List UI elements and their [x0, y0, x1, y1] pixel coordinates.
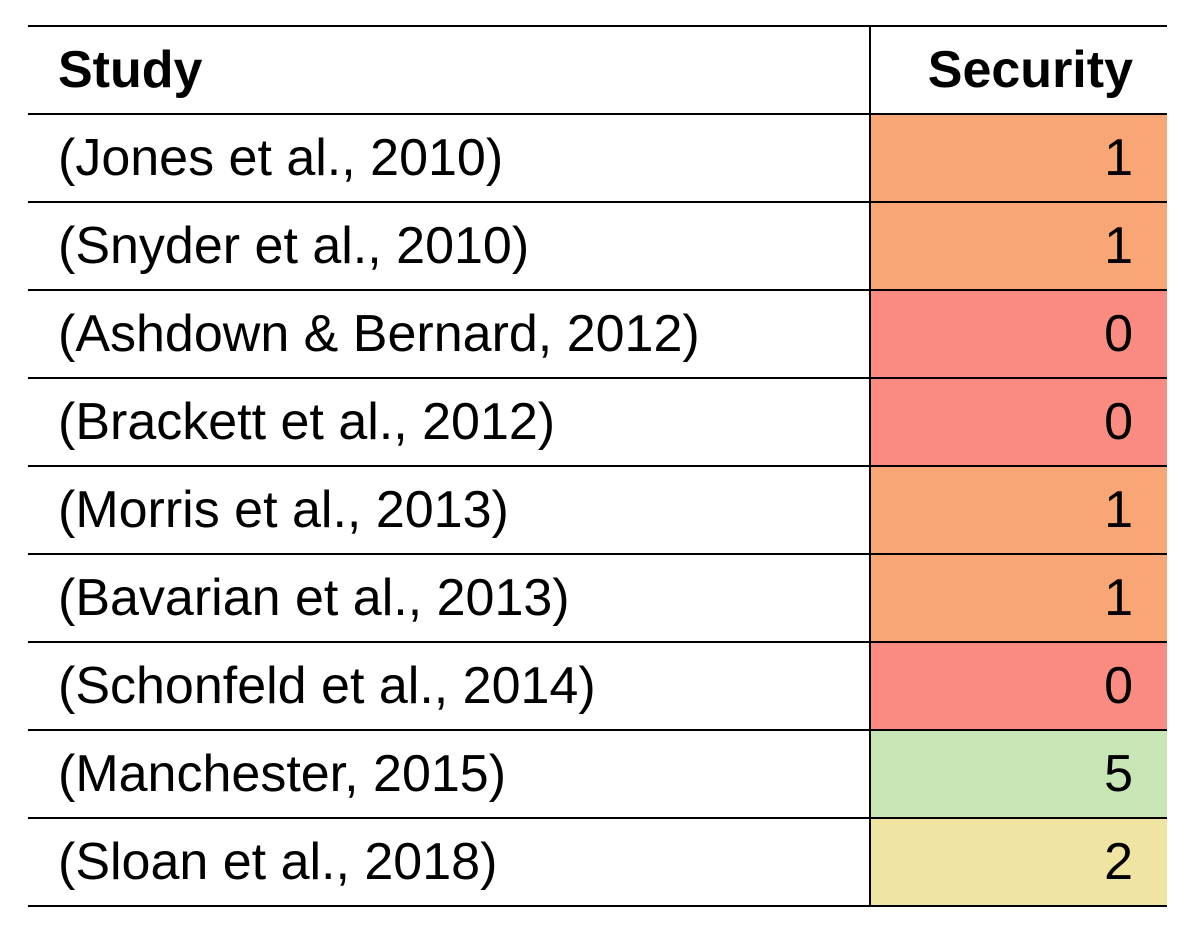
table-row: (Bavarian et al., 2013) 1: [28, 555, 1167, 643]
security-cell: 0: [871, 643, 1167, 729]
header-cell: Security: [927, 41, 1133, 99]
table-row: (Schonfeld et al., 2014) 0: [28, 643, 1167, 731]
security-cell: 0: [871, 379, 1167, 465]
table-row: (Snyder et al., 2010) 1: [28, 203, 1167, 291]
table-row: (Ashdown & Bernard, 2012) 0: [28, 291, 1167, 379]
study-cell: (Schonfeld et al., 2014): [28, 643, 871, 729]
study-cell: (Bavarian et al., 2013): [28, 555, 871, 641]
study-cell: (Sloan et al., 2018): [28, 819, 871, 905]
header-cell: Study: [28, 27, 871, 113]
security-cell: 5: [871, 731, 1167, 817]
security-cell: 2: [871, 819, 1167, 905]
table: Study Security (Jones et al., 2010) 1 (Sny…: [28, 25, 1167, 907]
table-row: (Manchester, 2015) 5: [28, 731, 1167, 819]
table-row: (Morris et al., 2013) 1: [28, 467, 1167, 555]
study-cell: (Ashdown & Bernard, 2012): [28, 291, 871, 377]
table-row: (Sloan et al., 2018) 2: [28, 819, 1167, 907]
study-cell: (Manchester, 2015): [28, 731, 871, 817]
table-row: (Brackett et al., 2012) 0: [28, 379, 1167, 467]
study-cell: (Snyder et al., 2010): [28, 203, 871, 289]
security-cell: 0: [871, 291, 1167, 377]
security-cell: 1: [871, 467, 1167, 553]
security-cell: 1: [871, 115, 1167, 201]
security-cell: 1: [871, 555, 1167, 641]
table-row: (Jones et al., 2010) 1: [28, 115, 1167, 203]
study-cell: (Morris et al., 2013): [28, 467, 871, 553]
study-cell: (Jones et al., 2010): [28, 115, 871, 201]
header-row: Study Security: [28, 27, 1167, 115]
security-cell: 1: [871, 203, 1167, 289]
study-cell: (Brackett et al., 2012): [28, 379, 871, 465]
